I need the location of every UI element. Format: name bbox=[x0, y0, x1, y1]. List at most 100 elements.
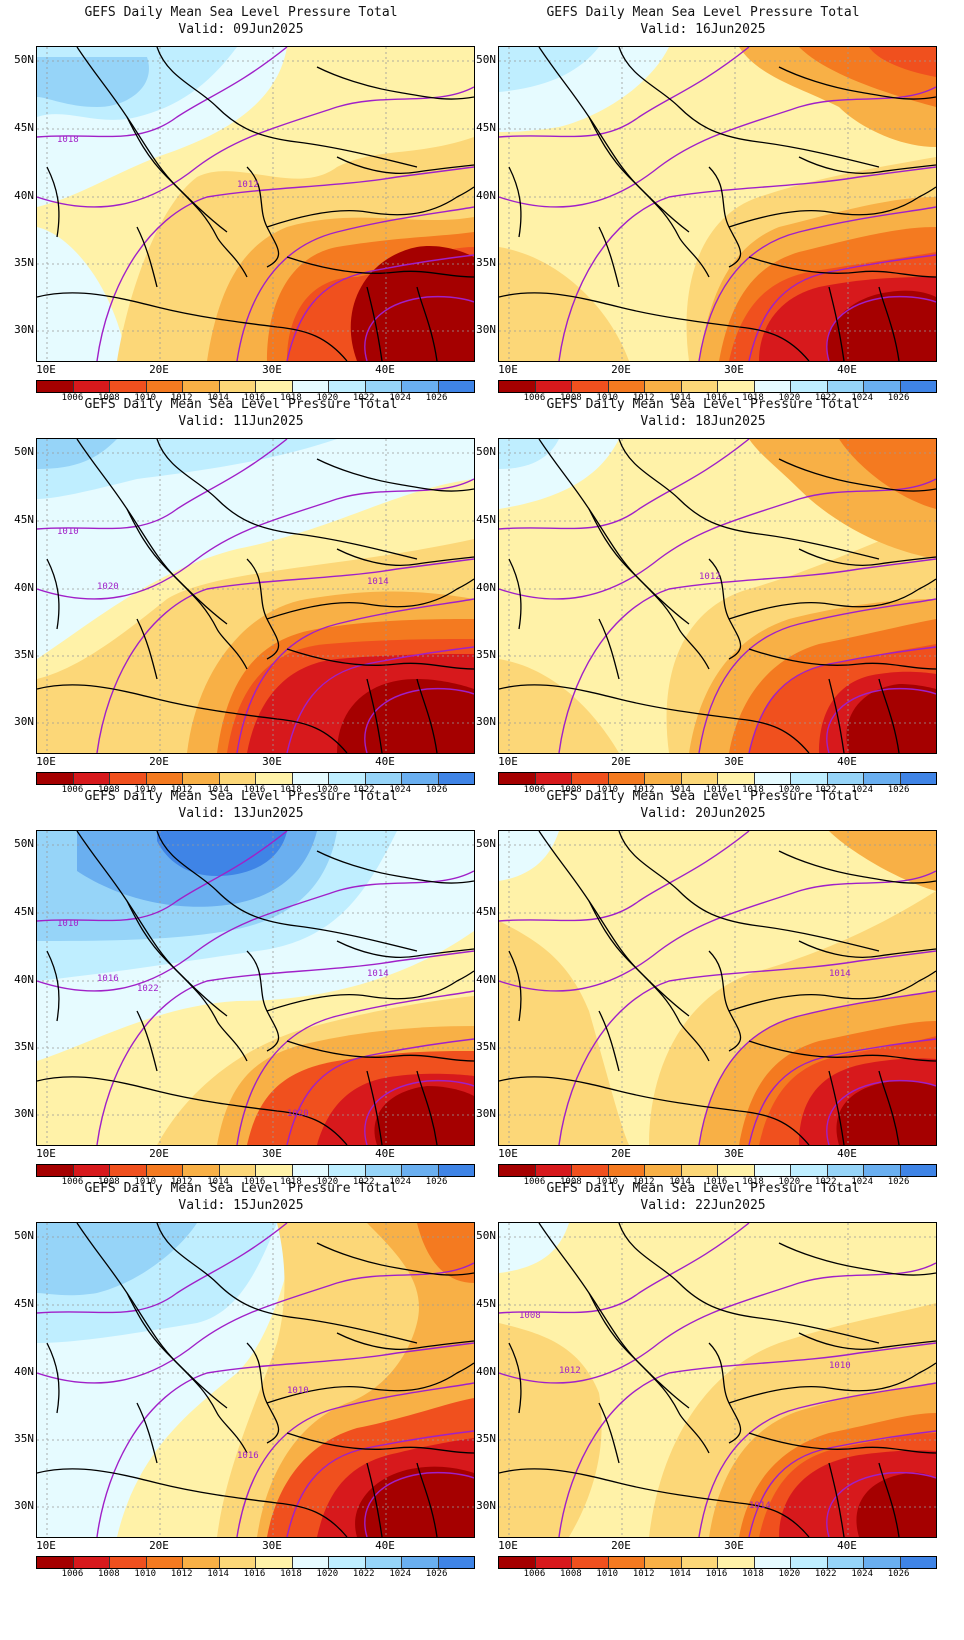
pressure-map: 1014 1012 1010 1008 bbox=[498, 1222, 937, 1538]
colorbar-level-label: 1010 bbox=[134, 393, 157, 403]
latitude-label: 35N bbox=[476, 648, 496, 661]
coastline-border bbox=[728, 578, 936, 620]
isobar-line bbox=[499, 1262, 936, 1384]
coastline-border bbox=[416, 286, 438, 361]
coastline-border bbox=[336, 548, 474, 566]
colorbar-level-label: 1006 bbox=[61, 1569, 84, 1579]
map-panel: GEFS Daily Mean Sea Level Pressure Total… bbox=[0, 392, 482, 802]
colorbar-level-label: 1012 bbox=[632, 393, 655, 403]
isobar-line bbox=[499, 1223, 750, 1314]
panel-title: GEFS Daily Mean Sea Level Pressure Total bbox=[84, 397, 398, 412]
isobar-label: 1012 bbox=[237, 180, 259, 190]
isobar-line bbox=[37, 47, 288, 138]
coastline-border bbox=[508, 950, 522, 1022]
colorbar-level-label: 1018 bbox=[742, 785, 764, 795]
colorbar-segment bbox=[110, 1165, 147, 1176]
coastline-border bbox=[366, 286, 383, 361]
coastline-border bbox=[126, 1292, 228, 1409]
colorbar-segment bbox=[329, 381, 366, 392]
map-panel: GEFS Daily Mean Sea Level Pressure Total… bbox=[462, 0, 944, 410]
pressure-fill-region bbox=[499, 247, 629, 361]
colorbar-level-label: 1018 bbox=[742, 393, 764, 403]
colorbar-level-label: 1020 bbox=[316, 1569, 339, 1579]
coastline-border bbox=[37, 684, 348, 753]
isobar-line bbox=[499, 478, 936, 600]
colorbar-segment bbox=[292, 1165, 329, 1176]
colorbar-segment bbox=[827, 1557, 864, 1568]
isobar-line bbox=[37, 478, 474, 600]
longitude-label: 30E bbox=[724, 1539, 744, 1552]
coastline-border bbox=[46, 558, 60, 630]
isobar-line bbox=[96, 950, 474, 1145]
colorbar-labels: 1006 1008 1010 1012 1014 1016 1018 1020 1022 1024… bbox=[36, 393, 473, 405]
colorbar-segment bbox=[37, 381, 74, 392]
colorbar-segment bbox=[37, 773, 74, 784]
coastline-border bbox=[286, 256, 474, 278]
isobar-label: 1018 bbox=[57, 135, 79, 145]
isobar-label: 1020 bbox=[97, 582, 119, 592]
colorbar-level-label: 1024 bbox=[851, 1177, 873, 1187]
colorbar-level-label: 1018 bbox=[742, 1569, 764, 1579]
coastline-border bbox=[748, 1040, 936, 1062]
longitude-label: 40E bbox=[375, 363, 395, 376]
coastline-border bbox=[778, 458, 936, 492]
coastline-border bbox=[286, 1432, 474, 1454]
colorbar-segment bbox=[292, 381, 329, 392]
colorbar-level-label: 1010 bbox=[596, 393, 619, 403]
pressure-field: 1016 1010 bbox=[37, 1223, 474, 1537]
coastline-border bbox=[336, 1332, 474, 1350]
pressure-field: 1014 1012 1010 1008 bbox=[499, 1223, 936, 1537]
isobar-line bbox=[499, 86, 936, 208]
colorbar-segment bbox=[402, 381, 439, 392]
coastline-border bbox=[316, 1242, 474, 1276]
coastline-border bbox=[728, 186, 936, 228]
coastline-border bbox=[708, 950, 742, 1052]
colorbar-level-label: 1010 bbox=[596, 1177, 619, 1187]
colorbar-segment bbox=[73, 381, 110, 392]
colorbar-segment bbox=[73, 1557, 110, 1568]
colorbar-segment bbox=[864, 1165, 901, 1176]
colorbar-level-label: 1006 bbox=[523, 1569, 546, 1579]
coastline-border bbox=[366, 1070, 383, 1145]
colorbar bbox=[498, 380, 937, 393]
colorbar-segment bbox=[499, 381, 536, 392]
colorbar-segment bbox=[365, 381, 402, 392]
colorbar-segment bbox=[572, 381, 609, 392]
coastline-border bbox=[499, 292, 810, 361]
isobar-line bbox=[748, 1430, 936, 1537]
pressure-map: 1022 1020 1016 1014 1010 bbox=[36, 830, 475, 1146]
colorbar-segment bbox=[73, 773, 110, 784]
colorbar-level-label: 1016 bbox=[243, 393, 266, 403]
coastline-border bbox=[499, 1468, 810, 1537]
colorbar-segment bbox=[438, 773, 474, 784]
isobar-line bbox=[236, 990, 474, 1145]
colorbar-level-label: 1014 bbox=[669, 785, 691, 795]
colorbar-level-label: 1008 bbox=[97, 1569, 120, 1579]
colorbar-segment bbox=[681, 381, 718, 392]
latitude-label: 40N bbox=[476, 973, 496, 986]
colorbar-level-label: 1018 bbox=[742, 1177, 764, 1187]
colorbar-level-label: 1008 bbox=[559, 785, 582, 795]
latitude-label: 50N bbox=[14, 1229, 34, 1242]
isobar-line bbox=[698, 206, 936, 361]
longitude-label: 10E bbox=[498, 1539, 518, 1552]
isobar-label: 1010 bbox=[57, 919, 79, 929]
pressure-fill-region bbox=[417, 1223, 474, 1283]
colorbar-level-label: 1008 bbox=[559, 1177, 582, 1187]
coastline-border bbox=[708, 558, 742, 660]
coastline-border bbox=[336, 940, 474, 958]
coastline-border bbox=[778, 1242, 936, 1276]
latitude-label: 45N bbox=[14, 1297, 34, 1310]
coastline-border bbox=[508, 1342, 522, 1414]
colorbar-segment bbox=[645, 1557, 682, 1568]
colorbar-labels: 1006 1008 1010 1012 1014 1016 1018 1020 1022 1024… bbox=[36, 785, 473, 797]
colorbar-segment bbox=[754, 1557, 791, 1568]
colorbar-level-label: 1024 bbox=[851, 393, 873, 403]
latitude-label: 45N bbox=[476, 1297, 496, 1310]
coastline-border bbox=[798, 1332, 936, 1350]
isobar-line bbox=[286, 254, 474, 361]
colorbar-level-label: 1024 bbox=[851, 1569, 873, 1579]
coastline-border bbox=[778, 66, 936, 100]
longitude-label: 30E bbox=[262, 1147, 282, 1160]
map-panel: GEFS Daily Mean Sea Level Pressure Total… bbox=[462, 392, 944, 802]
